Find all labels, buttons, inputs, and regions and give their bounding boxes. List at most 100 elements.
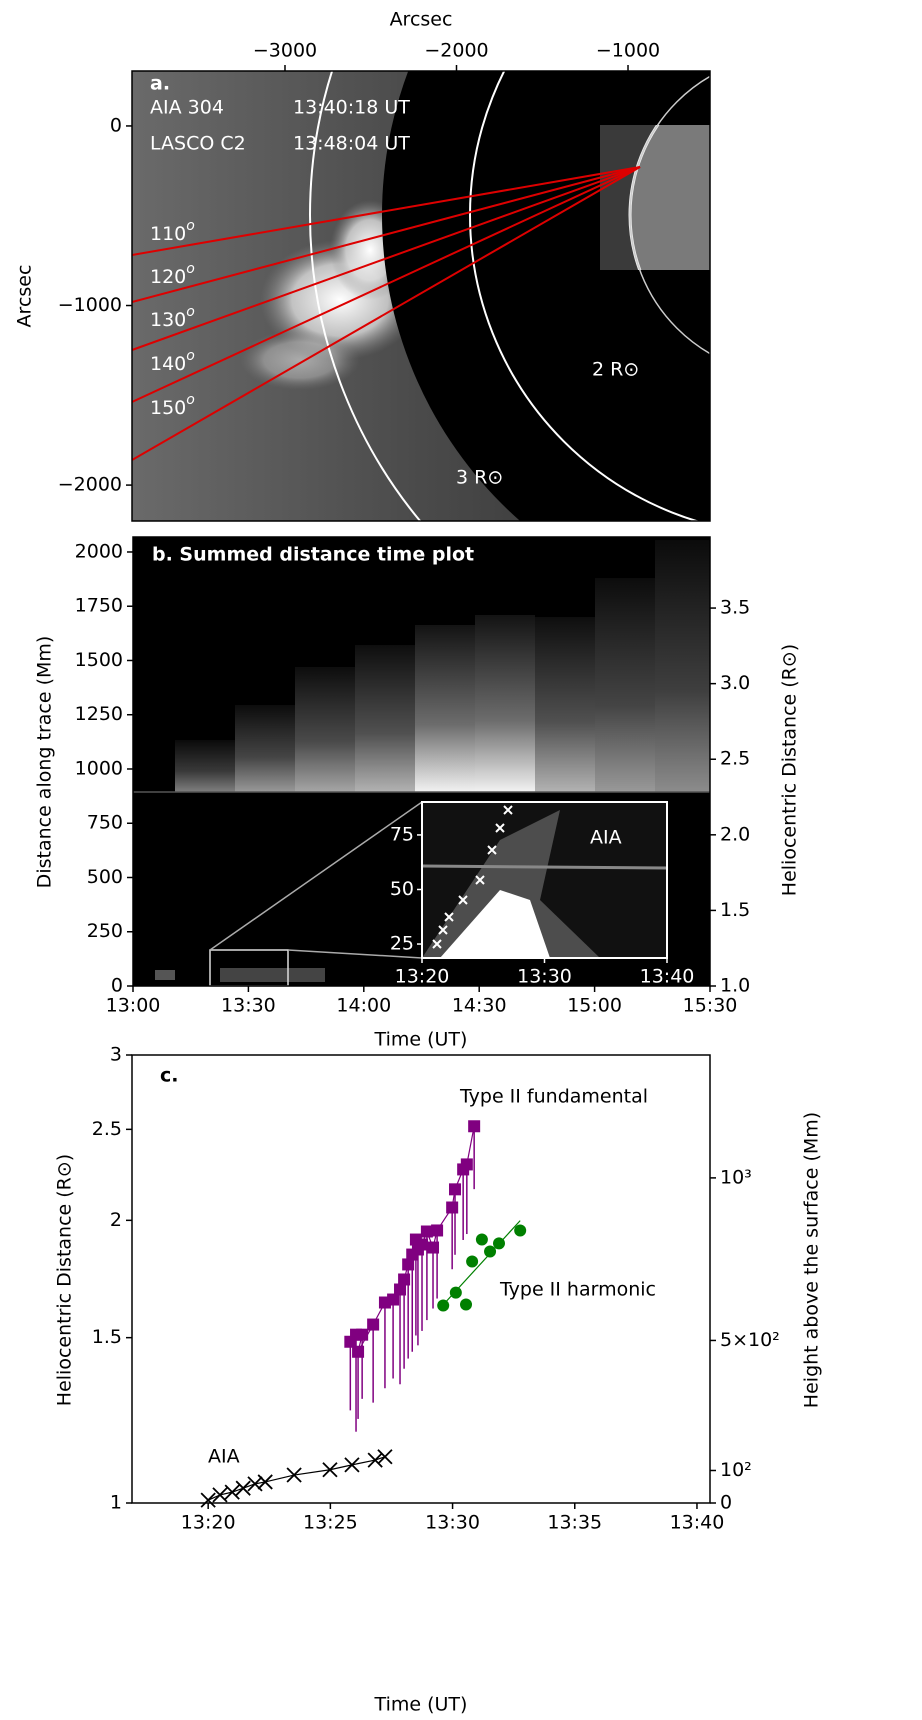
x-marker — [235, 1480, 251, 1496]
x-tick-label: 15:30 — [683, 995, 738, 1017]
trace-superscript: o — [186, 218, 195, 234]
inset-cross — [432, 805, 513, 949]
trace-lines — [132, 166, 641, 461]
x-tick-label: 13:20 — [181, 1512, 236, 1534]
column — [295, 667, 355, 792]
axes-frame — [132, 536, 711, 987]
trace-superscript: o — [186, 348, 195, 364]
y-tick-label: −2000 — [58, 474, 122, 496]
y2-tick-label: 10³ — [720, 1166, 752, 1188]
x-tick-label: 14:30 — [452, 995, 507, 1017]
square-marker — [367, 1318, 380, 1331]
inset-y-tick-label: 75 — [390, 823, 414, 845]
occulter — [382, 71, 710, 521]
x-axis-label: Time (UT) — [374, 1694, 468, 1716]
inset-crosses — [432, 805, 513, 949]
y-tick-label: 1 — [110, 1492, 122, 1514]
y-tick-label: 2000 — [75, 540, 123, 562]
series-label: AIA — [208, 1446, 240, 1468]
inset-label: AIA — [590, 827, 622, 849]
y2-tick-label: 5×10² — [720, 1329, 780, 1351]
y-tick-label: 250 — [87, 920, 123, 942]
inset-band — [422, 810, 600, 958]
circle-label: 3 R⊙ — [456, 467, 503, 489]
y2-axis-label: Height above the surface (Mm) — [801, 1112, 823, 1408]
square-marker — [460, 1158, 473, 1171]
square-marker — [431, 1224, 444, 1237]
x-tick-label: 13:35 — [547, 1512, 602, 1534]
x-tick-label: 13:40 — [670, 1512, 725, 1534]
column — [595, 578, 655, 792]
panel-a-image — [132, 71, 710, 521]
trace-angle: 130 — [150, 309, 186, 331]
y-axis-label: Arcsec — [14, 265, 36, 328]
trace-angle: 140 — [150, 353, 186, 375]
circle-3r — [309, 71, 422, 521]
x-tick-label: −3000 — [253, 40, 317, 62]
square-marker — [416, 1238, 429, 1251]
y2-tick-label: 1.0 — [720, 975, 750, 997]
circle-marker — [484, 1245, 497, 1258]
trace-superscript: o — [186, 261, 195, 277]
instrument-time: 13:48:04 UT — [293, 133, 410, 155]
circle-marker — [466, 1255, 479, 1268]
trace-superscript: o — [186, 304, 195, 320]
trace-line — [132, 166, 641, 461]
x-marker — [212, 1487, 228, 1503]
y2-tick-label: 3.0 — [720, 672, 750, 694]
trace-line — [132, 166, 641, 256]
y2-tick-label: 0 — [720, 1492, 732, 1514]
x-marker — [322, 1462, 338, 1478]
aia-feature — [155, 970, 175, 980]
y2-tick-label: 2.0 — [720, 823, 750, 845]
x-marker — [377, 1449, 393, 1465]
y-axis-label: Distance along trace (Mm) — [34, 636, 56, 889]
square-marker — [387, 1293, 400, 1306]
aia-image — [600, 125, 710, 270]
y-tick-label: 500 — [87, 866, 123, 888]
y2-tick-label: 2.5 — [720, 748, 750, 770]
x-tick-label: 14:00 — [336, 995, 391, 1017]
x-tick-label: 13:30 — [221, 995, 276, 1017]
inset-x-tick-label: 13:20 — [395, 966, 450, 988]
y2-tick-label: 3.5 — [720, 597, 750, 619]
circle-marker — [475, 1233, 488, 1246]
square-marker — [468, 1120, 481, 1133]
trace-line — [132, 166, 641, 351]
x-marker — [286, 1467, 302, 1483]
y-tick-label: 750 — [87, 812, 123, 834]
column — [655, 540, 710, 792]
y2-tick-label: 1.5 — [720, 899, 750, 921]
x-tick-label: 13:30 — [425, 1512, 480, 1534]
trace-label: 130o — [150, 304, 195, 331]
plot-area — [200, 1120, 527, 1508]
y-tick-label: 2.5 — [92, 1118, 122, 1140]
trace-label: 150o — [150, 392, 195, 419]
inset-y-tick-label: 50 — [390, 878, 414, 900]
trace-angle: 120 — [150, 266, 186, 288]
square-marker — [420, 1225, 433, 1238]
x-tick-label: 13:00 — [106, 995, 161, 1017]
square-marker — [394, 1283, 407, 1296]
panel-title: b. Summed distance time plot — [152, 544, 474, 566]
column — [175, 740, 235, 792]
axes-frame — [131, 1054, 711, 1504]
solar-limb — [629, 75, 710, 355]
x-axis-label: Arcsec — [390, 9, 453, 31]
x-marker — [200, 1492, 216, 1508]
y-tick-label: 1500 — [75, 649, 123, 671]
y-tick-label: 2 — [110, 1209, 122, 1231]
y2-tick-label: 10² — [720, 1459, 752, 1481]
trace-label: 140o — [150, 348, 195, 375]
series-label: Type II harmonic — [499, 1279, 656, 1301]
x-marker — [247, 1476, 263, 1492]
trace-angle: 110 — [150, 223, 186, 245]
instrument: LASCO C2 — [150, 133, 246, 155]
y-tick-label: 1750 — [75, 595, 123, 617]
square-marker — [402, 1258, 415, 1271]
inset-x-tick-label: 13:40 — [640, 966, 695, 988]
x-marker — [344, 1457, 360, 1473]
column — [475, 615, 535, 792]
square-marker — [352, 1345, 365, 1358]
